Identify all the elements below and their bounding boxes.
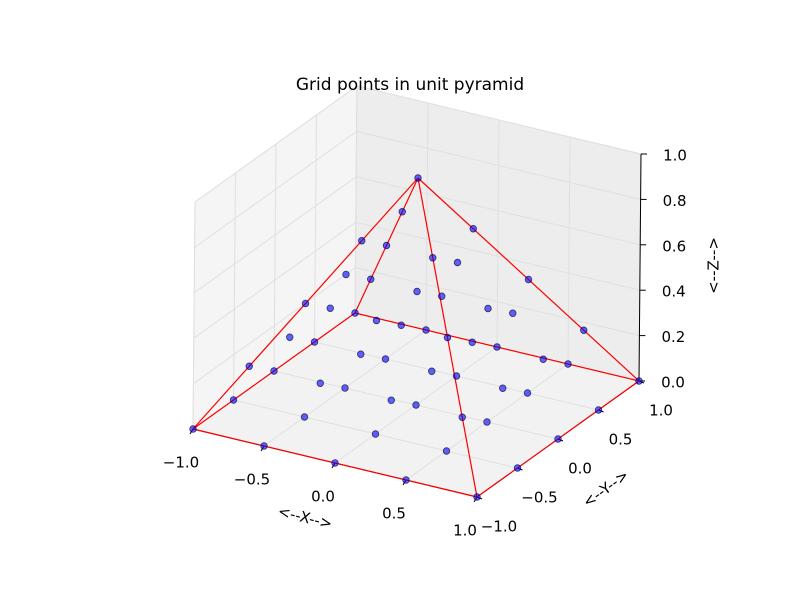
- grid-line: [356, 85, 642, 155]
- y-tick-label: −1.0: [481, 518, 517, 536]
- point: [397, 321, 405, 329]
- point: [422, 326, 430, 334]
- point: [358, 237, 366, 245]
- point: [331, 459, 339, 467]
- axes: −1.0−0.50.00.51.0 −1.0−0.50.00.51.00.00.2…: [163, 147, 687, 540]
- point: [342, 270, 350, 279]
- point: [372, 316, 381, 325]
- point: [270, 367, 278, 375]
- z-tick-label: 0.6: [662, 237, 686, 255]
- point: [357, 350, 365, 358]
- grid-line: [193, 267, 356, 385]
- point: [499, 384, 507, 392]
- point: [524, 275, 533, 284]
- grid-line: [354, 85, 358, 314]
- point: [245, 362, 253, 370]
- point: [387, 396, 395, 404]
- grid-line: [233, 172, 236, 401]
- point: [398, 208, 406, 216]
- y-tick-label: 0.0: [568, 460, 592, 478]
- z-tick-label: 0.2: [661, 328, 685, 346]
- z-tick-label: 0.8: [663, 192, 687, 210]
- point: [428, 367, 436, 375]
- x-tick-label: 1.0: [453, 522, 477, 540]
- y-tick-label: −0.5: [521, 489, 557, 507]
- point: [300, 413, 309, 421]
- grid-line: [194, 85, 358, 203]
- point: [286, 333, 294, 341]
- grid-line: [193, 221, 357, 339]
- point: [554, 435, 562, 443]
- point: [493, 343, 501, 351]
- point: [442, 447, 451, 455]
- point: [469, 225, 477, 233]
- y-tick-label: 1.0: [649, 402, 673, 420]
- grid-line: [356, 176, 641, 246]
- point: [509, 309, 517, 317]
- point: [189, 425, 197, 433]
- grid-line: [194, 130, 357, 248]
- grid-line: [567, 136, 571, 365]
- grid-line: [193, 176, 357, 294]
- point: [458, 413, 466, 421]
- point: [453, 258, 462, 267]
- point: [326, 304, 334, 312]
- point: [341, 384, 349, 392]
- point: [564, 360, 572, 368]
- point: [367, 275, 375, 283]
- z-tick-label: 0.0: [661, 374, 685, 392]
- point: [473, 493, 481, 501]
- point: [580, 326, 588, 334]
- z-tick-label: 0.4: [662, 283, 686, 301]
- z-axis-label: <--Z-->: [705, 237, 723, 294]
- point: [316, 379, 324, 387]
- grid-line: [314, 114, 317, 343]
- points: [189, 174, 643, 501]
- grid-line: [355, 267, 640, 337]
- z-axis-line: [638, 153, 642, 382]
- x-tick-label: 0.5: [382, 505, 406, 523]
- point: [301, 299, 310, 308]
- point: [260, 442, 268, 450]
- point: [443, 333, 452, 342]
- point: [429, 254, 437, 262]
- x-tick-label: −1.0: [163, 454, 199, 472]
- point: [310, 338, 319, 346]
- point: [382, 241, 391, 250]
- point: [229, 396, 238, 404]
- point: [468, 338, 476, 346]
- y-tick-label: 0.5: [609, 431, 633, 449]
- point: [414, 174, 422, 182]
- point: [413, 287, 421, 296]
- point: [483, 418, 491, 426]
- point: [539, 355, 547, 363]
- point: [484, 304, 492, 313]
- point: [371, 430, 380, 438]
- grid-line: [425, 102, 429, 331]
- point: [523, 389, 532, 397]
- point: [635, 377, 643, 385]
- grid-line: [273, 143, 277, 372]
- grid-line: [496, 119, 500, 348]
- point: [452, 372, 461, 380]
- x-tick-label: −0.5: [234, 471, 270, 489]
- point: [438, 292, 446, 300]
- point: [381, 355, 390, 363]
- z-tick-label: 1.0: [663, 147, 687, 165]
- point: [513, 464, 522, 472]
- point: [412, 401, 420, 409]
- grid-line: [355, 221, 640, 291]
- x-tick-label: 0.0: [311, 488, 335, 506]
- point: [351, 309, 359, 317]
- chart-title: Grid points in unit pyramid: [296, 75, 524, 95]
- grid-line: [192, 201, 196, 430]
- grid-line: [356, 130, 641, 200]
- point: [402, 476, 410, 484]
- point: [594, 406, 603, 414]
